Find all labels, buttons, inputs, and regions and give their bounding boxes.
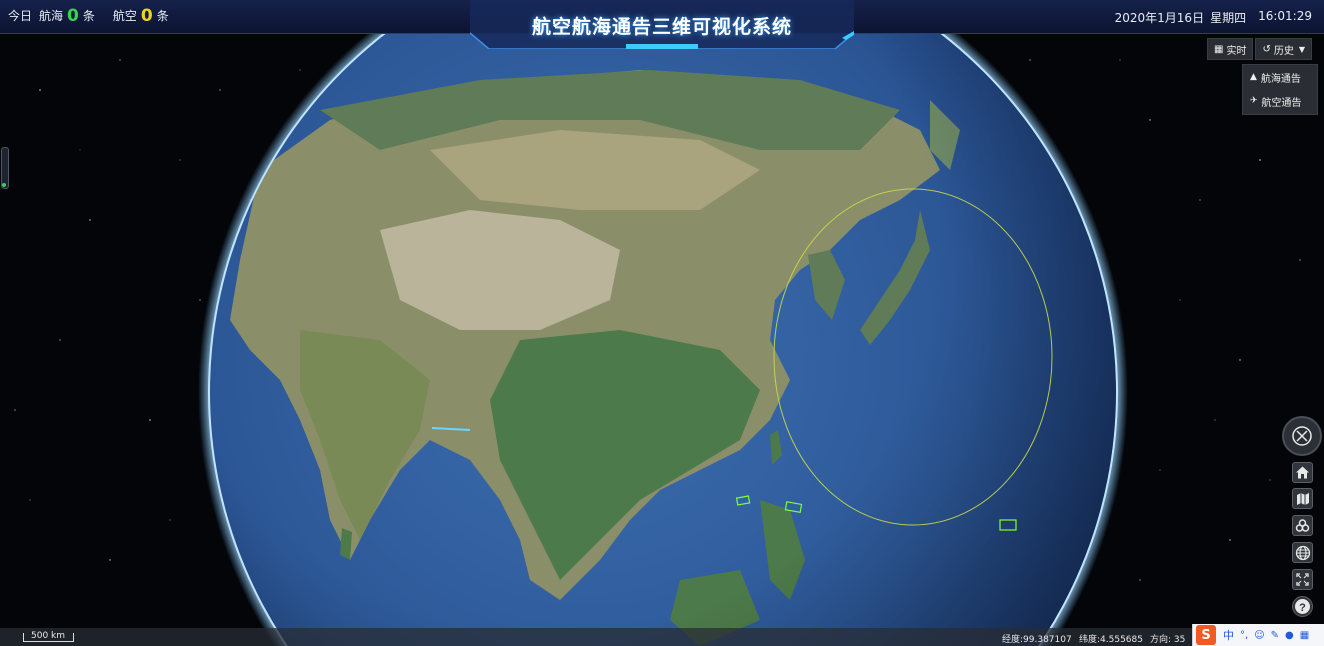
fullscreen-icon: [1296, 573, 1309, 586]
heading-readout: 方向: 35: [1150, 635, 1186, 645]
ime-mode[interactable]: 中: [1223, 629, 1234, 642]
compass[interactable]: [1282, 416, 1322, 456]
scale-bar: [23, 633, 74, 642]
history-menu: ▲ 航海通告 ✈ 航空通告: [1242, 64, 1318, 115]
latitude-readout: 纬度:4.555685: [1079, 635, 1143, 645]
mic-icon[interactable]: ●: [1285, 629, 1294, 641]
help-icon: ?: [1295, 599, 1310, 614]
plane-icon: ✈: [1250, 96, 1258, 106]
svg-text:?: ?: [1299, 602, 1306, 614]
map-icon: [1296, 492, 1309, 505]
fullscreen-button[interactable]: [1292, 569, 1313, 590]
date-text: 2020年1月16日: [1114, 11, 1205, 25]
grid-icon[interactable]: ▦: [1299, 629, 1310, 641]
menu-item-label: 航空通告: [1261, 97, 1302, 109]
today-stats: 今日 航海 0 条 航空 0 条: [8, 7, 169, 24]
route-line: [431, 427, 471, 431]
sea-label: 航海: [39, 9, 64, 23]
home-button[interactable]: [1292, 462, 1313, 483]
punctuation-icon[interactable]: °,: [1240, 629, 1249, 641]
calendar-icon: ▦: [1214, 43, 1224, 55]
scale-label: 500 km: [31, 631, 66, 641]
home-icon: [1296, 466, 1309, 479]
today-label: 今日: [8, 9, 33, 23]
realtime-label: 实时: [1226, 45, 1247, 57]
help-button[interactable]: ?: [1292, 596, 1313, 617]
air-label: 航空: [112, 9, 137, 23]
layers-button[interactable]: [1292, 515, 1313, 536]
page-title: 航空航海通告三维可视化系统: [531, 16, 792, 38]
notice-area-polygon: [735, 495, 751, 506]
ime-toolbar[interactable]: S 中 °, ☺ ✎ ● ▦: [1192, 624, 1324, 646]
status-bar: [0, 628, 1324, 646]
menu-item-label: 航海通告: [1260, 73, 1301, 85]
zoom-slider[interactable]: [1, 147, 9, 189]
layers-icon: [1295, 519, 1310, 532]
caret-down-icon: ▼: [1298, 44, 1305, 54]
sea-unit: 条: [82, 9, 95, 23]
emoji-icon[interactable]: ☺: [1254, 629, 1265, 641]
menu-item-sea-notice[interactable]: ▲ 航海通告: [1243, 65, 1317, 89]
globe-button[interactable]: [1292, 542, 1313, 563]
datetime: 2020年1月16日 星期四 16:01:29: [1115, 9, 1312, 26]
history-icon: ↺: [1262, 43, 1271, 55]
time-text: 16:01:29: [1258, 9, 1312, 23]
history-label: 历史: [1273, 45, 1294, 57]
realtime-button[interactable]: ▦ 实时: [1207, 38, 1254, 60]
notice-area-circle: [773, 188, 1053, 526]
weekday-text: 星期四: [1210, 11, 1247, 25]
notice-area-polygon: [999, 519, 1017, 531]
sea-count: 0: [67, 5, 79, 26]
zoom-slider-handle[interactable]: [2, 183, 6, 187]
title-plate: [470, 0, 854, 49]
menu-item-air-notice[interactable]: ✈ 航空通告: [1243, 89, 1317, 113]
ime-logo[interactable]: S: [1196, 625, 1216, 645]
mode-bar: ▦ 实时 ↺ 历史 ▼: [1207, 38, 1318, 60]
history-button[interactable]: ↺ 历史 ▼: [1255, 38, 1312, 60]
air-unit: 条: [156, 9, 169, 23]
pen-icon[interactable]: ✎: [1270, 629, 1280, 641]
map-button[interactable]: [1292, 488, 1313, 509]
notice-area-polygon: [784, 501, 803, 514]
compass-icon: [1292, 426, 1312, 446]
longitude-readout: 经度:99.387107: [1002, 635, 1072, 645]
ship-icon: ▲: [1250, 72, 1257, 82]
globe-icon: [1295, 545, 1310, 560]
air-count: 0: [140, 5, 153, 26]
